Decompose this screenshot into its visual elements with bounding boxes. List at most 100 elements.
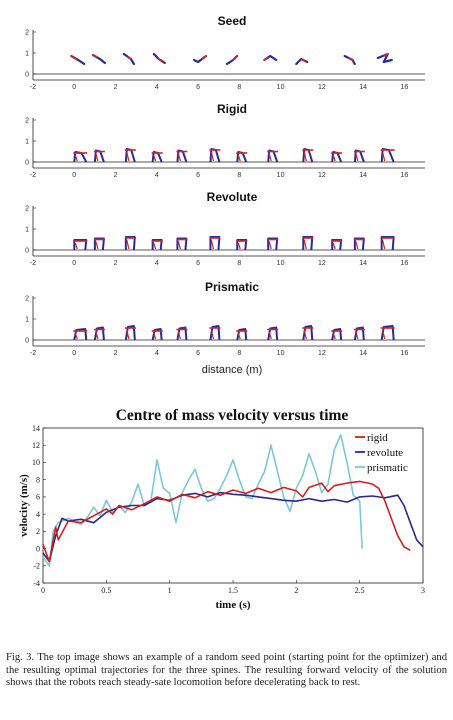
robot-leg — [126, 239, 130, 250]
robot-frame — [176, 237, 188, 251]
y-tick-label: 2 — [25, 296, 29, 303]
robot-pose — [73, 151, 88, 163]
robot-leg — [355, 241, 359, 250]
robot-frame — [331, 328, 343, 341]
y-tick-label: 0 — [36, 544, 40, 553]
robot-pose — [331, 239, 343, 251]
robot-leg — [153, 332, 157, 340]
robot-frame — [151, 328, 163, 341]
x-tick-label: 10 — [277, 350, 285, 357]
robot-pose — [331, 151, 343, 163]
robot-leg — [237, 242, 241, 250]
x-tick-label: 2 — [294, 586, 298, 595]
x-tick-label: 2 — [114, 350, 118, 357]
robot-leg — [300, 58, 307, 62]
robot-pose — [192, 54, 208, 64]
velocity-chart: Centre of mass velocity versus time -4 -2 0… — [18, 407, 425, 611]
x-axis-label: time (s) — [215, 599, 250, 611]
y-tick-label: 12 — [32, 441, 40, 450]
robot-pose — [236, 239, 248, 251]
robot-pose — [295, 57, 309, 66]
y-axis-label: velocity (m/s) — [18, 474, 30, 537]
robot-leg — [382, 53, 389, 57]
robot-frame — [267, 326, 279, 341]
robot-leg — [95, 241, 99, 250]
x-tick-label: 16 — [400, 350, 408, 357]
robot-frame — [209, 325, 221, 341]
y-tick-label: 6 — [36, 493, 40, 502]
x-tick-label: 16 — [400, 84, 408, 91]
robot-leg — [268, 331, 272, 340]
x-tick-label: 6 — [196, 84, 200, 91]
y-tick-label: 14 — [32, 424, 40, 433]
robot-frame — [376, 52, 393, 64]
y-tick-label: -4 — [33, 579, 40, 588]
robot-leg — [153, 242, 157, 250]
y-tick-label: 2 — [25, 118, 29, 125]
y-tick-label: 0 — [25, 72, 29, 79]
y-tick-label: 1 — [25, 139, 29, 146]
robot-frame — [124, 236, 136, 251]
robot-pose — [73, 328, 88, 341]
robot-leg — [177, 241, 182, 250]
robot-pose — [353, 149, 365, 163]
robot-pose — [263, 54, 278, 62]
robot-leg — [382, 239, 386, 250]
robot-pose — [209, 236, 221, 251]
x-tick-label: 0 — [72, 350, 76, 357]
robot-pose — [343, 54, 356, 66]
x-tick-label: 0 — [72, 172, 76, 179]
robot-frame — [93, 326, 105, 341]
robot-frame — [124, 325, 136, 341]
chart-title: Centre of mass velocity versus time — [116, 407, 349, 424]
robot-leg — [201, 55, 207, 60]
robot-pose — [124, 325, 136, 341]
robot-pose — [353, 237, 365, 251]
robot-pose — [122, 52, 136, 66]
x-tick-label: 0 — [41, 586, 45, 595]
robot-frame — [122, 52, 136, 66]
y-tick-label: 1 — [25, 317, 29, 324]
robot-pose — [176, 149, 188, 163]
x-tick-label: 0 — [72, 84, 76, 91]
x-tick-label: 3 — [421, 586, 425, 595]
robot-leg — [92, 54, 98, 58]
robot-pose — [302, 236, 314, 251]
x-tick-label: 4 — [155, 172, 159, 179]
y-tick-label: 1 — [25, 227, 29, 234]
x-tick-label: 6 — [196, 172, 200, 179]
robot-leg — [74, 332, 78, 340]
y-tick-label: 4 — [36, 510, 40, 519]
robot-leg — [210, 151, 215, 162]
x-tick-label: 0 — [72, 260, 76, 267]
x-tick-label: 2 — [114, 84, 118, 91]
legend-label-prismatic: prismatic — [367, 462, 408, 474]
robot-leg — [355, 153, 359, 162]
robot-frame — [176, 326, 188, 341]
robot-pose — [267, 149, 279, 163]
robot-leg — [303, 151, 307, 162]
robot-frame — [380, 236, 395, 251]
robot-leg — [70, 55, 78, 60]
panel-title: Revolute — [207, 190, 258, 204]
robot-leg — [95, 331, 99, 340]
robot-frame — [73, 239, 88, 251]
robot-leg — [74, 154, 78, 162]
panel-title: Seed — [218, 14, 247, 28]
robot-pose — [91, 53, 107, 65]
robot-leg — [332, 332, 336, 340]
robot-frame — [380, 325, 395, 341]
robot-pose — [70, 54, 86, 66]
robot-leg — [126, 151, 130, 162]
x-tick-label: 12 — [318, 172, 326, 179]
robot-frame — [209, 236, 221, 251]
robot-pose — [176, 326, 188, 341]
robot-leg — [210, 239, 215, 250]
legend: rigid revolute prismatic — [352, 430, 422, 478]
robot-pose — [225, 54, 239, 66]
robot-leg — [303, 329, 307, 340]
robot-leg — [74, 242, 78, 250]
robot-frame — [331, 239, 343, 251]
robot-frame — [302, 325, 314, 341]
